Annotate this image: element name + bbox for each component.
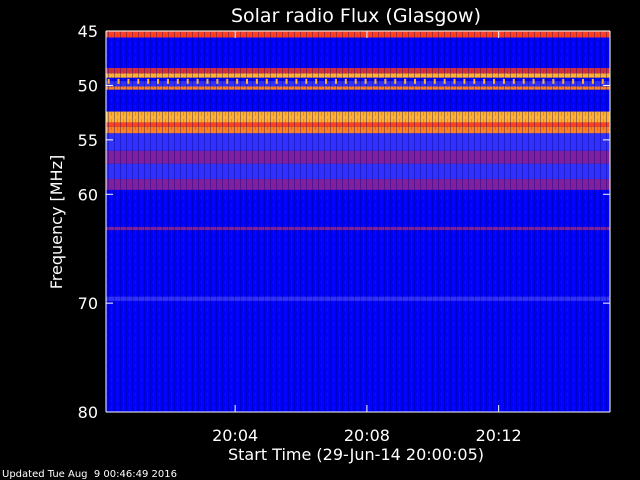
spike-marker	[364, 78, 367, 84]
updated-timestamp: Updated Tue Aug 9 00:46:49 2016	[2, 469, 177, 480]
spike-marker	[542, 78, 545, 84]
spike-marker	[334, 78, 337, 84]
plot-area	[106, 31, 610, 412]
spike-marker	[394, 78, 397, 84]
spike-marker	[226, 78, 229, 84]
spike-marker	[275, 78, 278, 84]
spike-marker	[127, 78, 130, 84]
spike-marker	[216, 78, 219, 84]
spike-marker	[196, 78, 199, 84]
spike-marker	[166, 78, 169, 84]
spike-marker	[315, 78, 318, 84]
spike-marker	[601, 78, 604, 84]
spike-marker	[176, 78, 179, 84]
spike-marker	[374, 78, 377, 84]
spike-marker	[582, 78, 584, 84]
spike-marker	[265, 78, 268, 84]
spike-marker	[186, 78, 189, 84]
y-axis-label: Frequency [MHz]	[47, 155, 66, 289]
x-axis-label: Start Time (29-Jun-14 20:00:05)	[228, 445, 484, 464]
x-tick-label: 20:12	[476, 426, 522, 445]
y-tick-label: 70	[78, 294, 98, 313]
spike-marker	[522, 78, 525, 84]
x-tick-label: 20:04	[212, 426, 258, 445]
spike-marker	[137, 78, 140, 84]
spike-marker	[414, 78, 416, 84]
spike-marker	[463, 78, 466, 84]
spike-marker	[423, 78, 426, 84]
y-tick-label: 80	[78, 403, 98, 422]
spike-marker	[473, 78, 476, 84]
spike-marker	[206, 78, 209, 84]
spike-marker	[344, 78, 347, 84]
texture-overlay	[106, 31, 610, 412]
spike-marker	[255, 78, 258, 84]
spike-marker	[572, 78, 575, 84]
y-tick-label: 60	[78, 185, 98, 204]
spike-marker	[295, 78, 298, 84]
spike-marker	[157, 78, 160, 84]
spike-marker	[453, 78, 456, 84]
y-tick-label: 50	[78, 76, 98, 95]
spike-marker	[404, 78, 407, 84]
spike-marker	[433, 78, 436, 84]
y-tick-label: 55	[78, 131, 98, 150]
x-axis-ticks: 20:04 20:08 20:12	[212, 31, 522, 445]
spike-marker	[493, 78, 496, 84]
spike-marker	[502, 78, 505, 84]
spike-marker	[107, 78, 110, 84]
spike-marker	[512, 78, 515, 84]
spike-marker	[562, 78, 565, 84]
spike-marker	[591, 78, 594, 84]
spike-marker	[443, 78, 446, 84]
axes: 45 50 55 60 70 80 20:04 20:08 20:12	[78, 22, 611, 445]
spike-marker	[384, 78, 387, 84]
spike-marker	[147, 78, 150, 84]
spike-marker	[325, 78, 328, 84]
y-axis-ticks: 45 50 55 60 70 80	[78, 22, 610, 422]
spike-markers	[107, 78, 604, 84]
x-tick-label: 20:08	[344, 426, 390, 445]
spike-marker	[532, 78, 535, 84]
spike-marker	[552, 78, 555, 84]
chart-title: Solar radio Flux (Glasgow)	[231, 5, 481, 27]
spike-marker	[483, 78, 486, 84]
spike-marker	[246, 78, 248, 84]
spike-marker	[236, 78, 239, 84]
spike-marker	[354, 78, 357, 84]
spike-marker	[305, 78, 308, 84]
spike-marker	[285, 78, 288, 84]
y-tick-label: 45	[78, 22, 98, 41]
spike-marker	[117, 78, 120, 84]
